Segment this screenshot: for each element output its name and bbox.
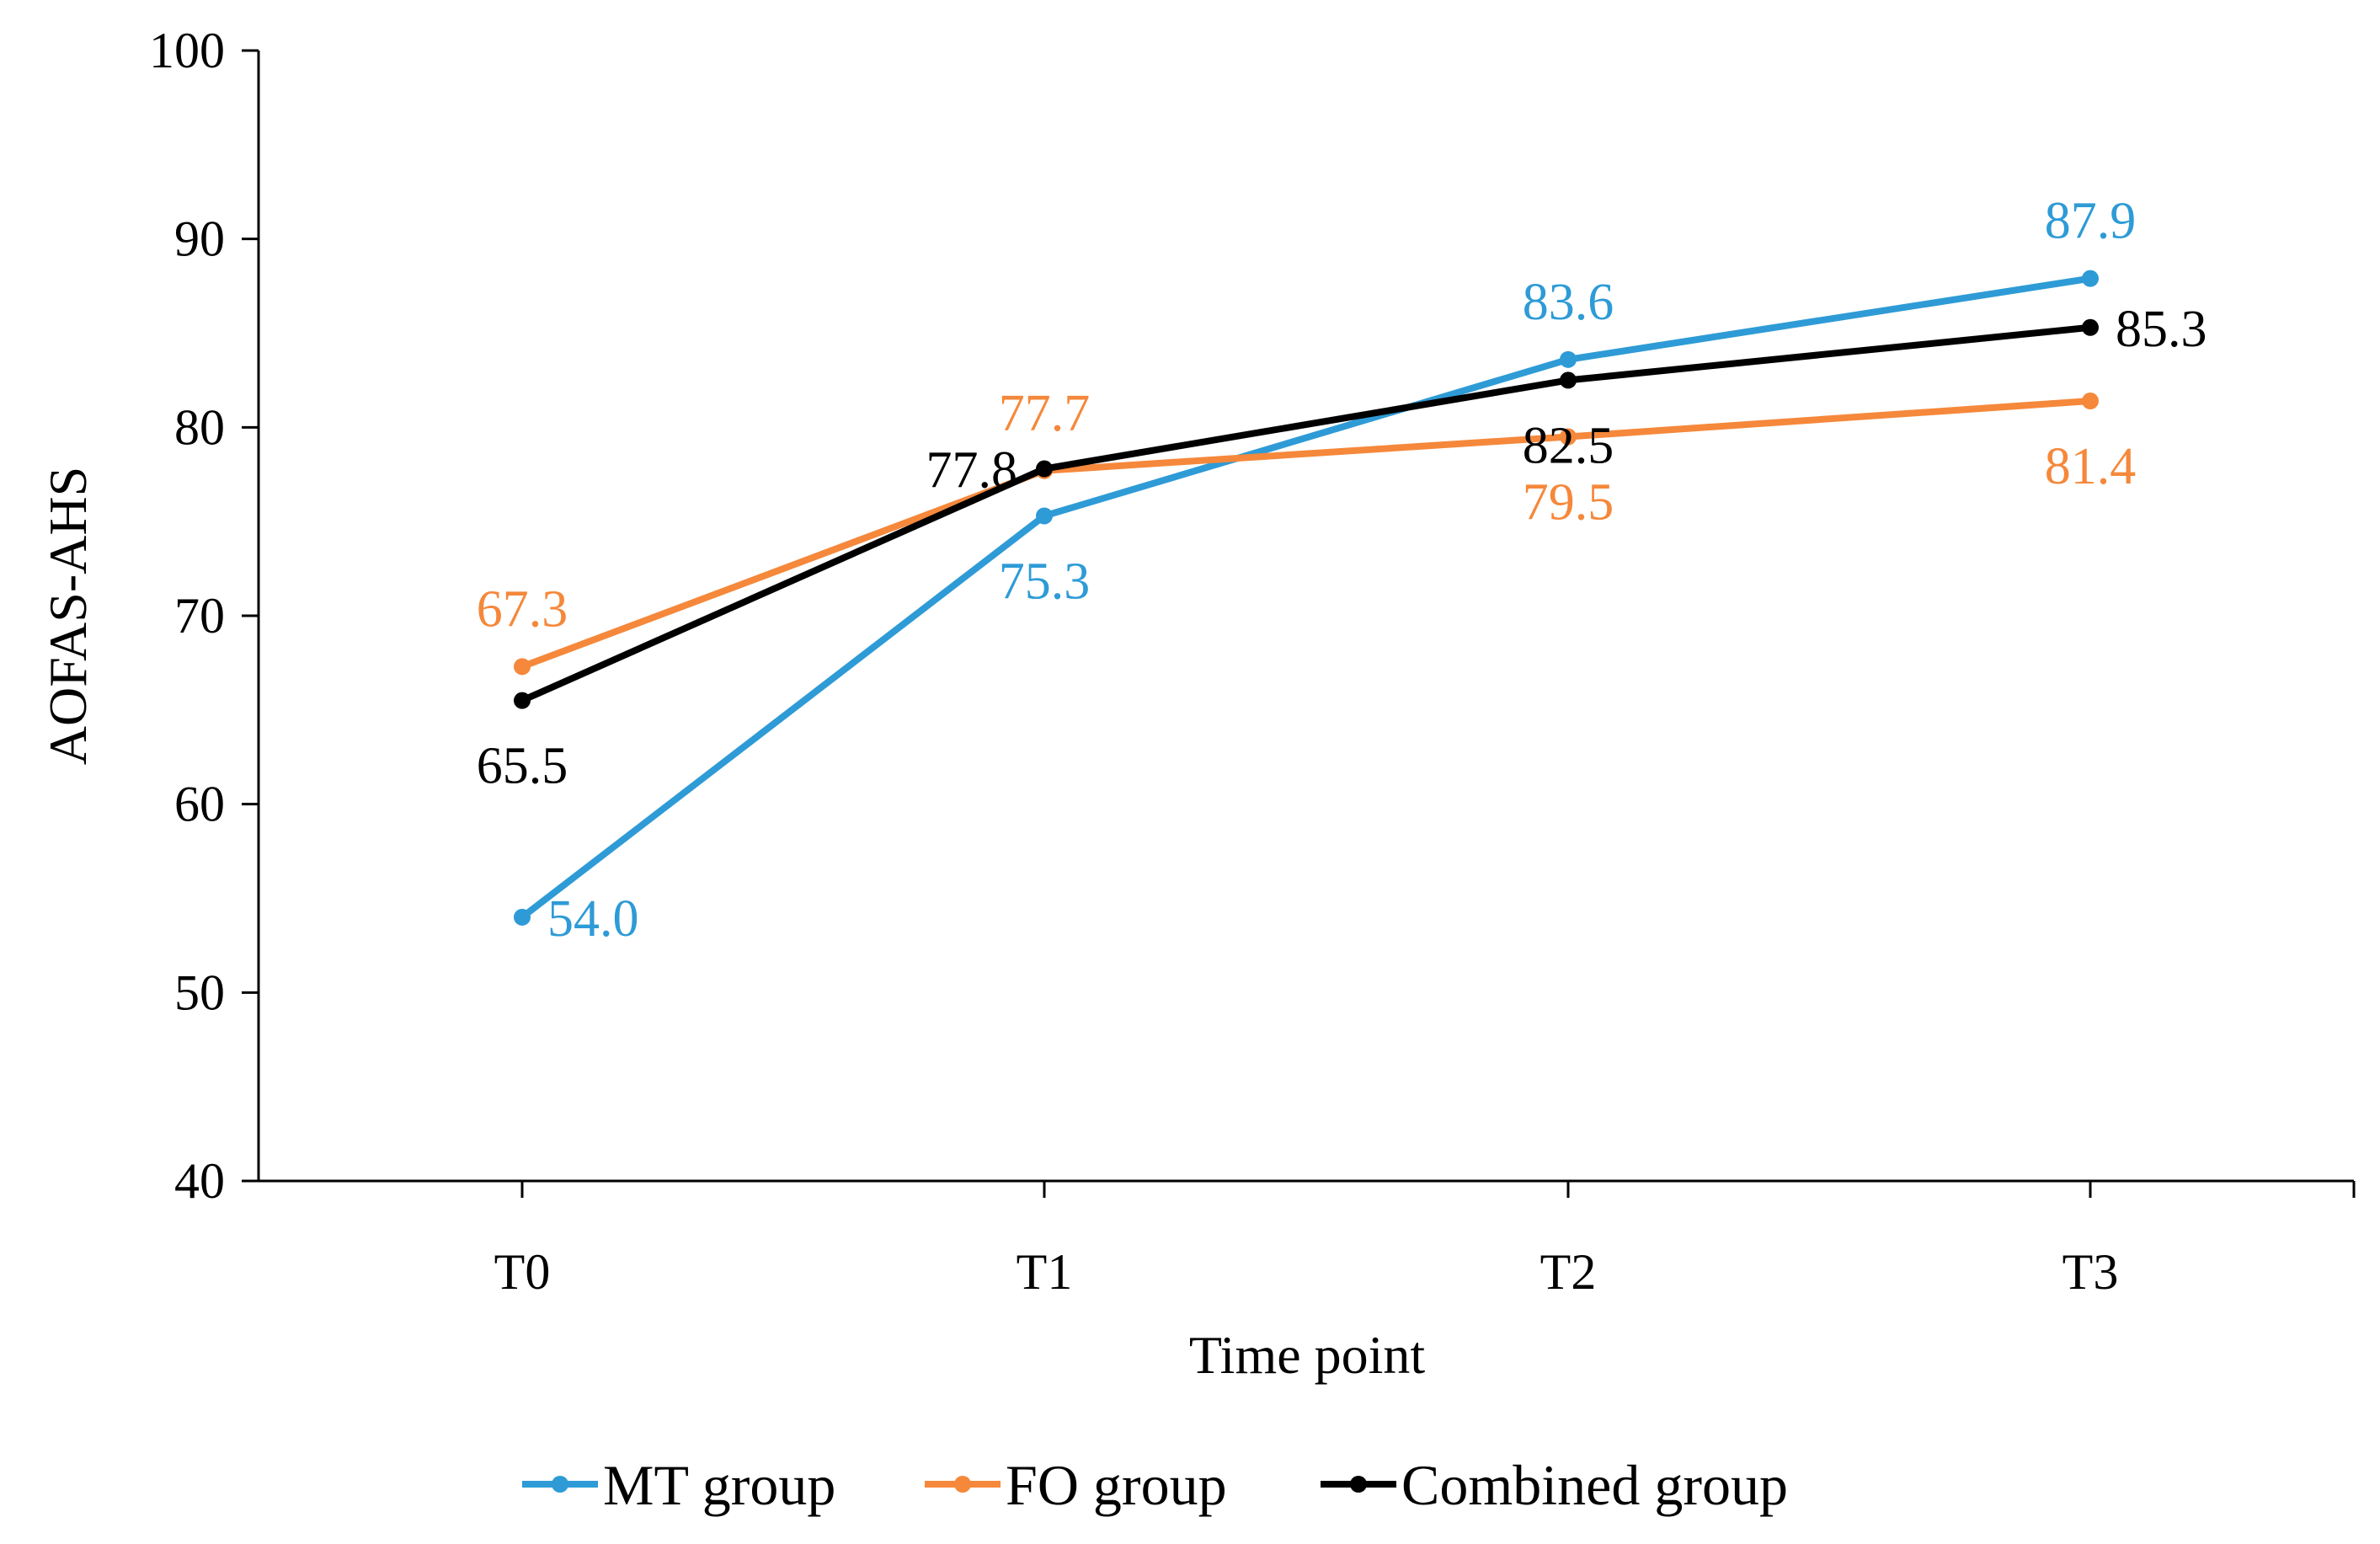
y-tick-label: 80 (174, 399, 225, 455)
legend-swatch-marker (552, 1476, 568, 1493)
legend-swatch-marker (1350, 1476, 1367, 1493)
series-point (1560, 350, 1577, 368)
data-label: 82.5 (1523, 417, 1614, 474)
series-point (2082, 318, 2099, 336)
series-point (2082, 393, 2099, 410)
y-tick-label: 50 (174, 964, 225, 1020)
series-point (514, 658, 531, 676)
y-axis-title: AOFAS-AHS (38, 467, 98, 765)
data-label: 87.9 (2045, 193, 2137, 250)
series-point (1036, 507, 1053, 525)
series-lines (514, 270, 2099, 926)
x-tick-label: T0 (494, 1244, 551, 1300)
data-label: 77.7 (999, 385, 1091, 442)
legend-swatch-marker (954, 1476, 971, 1493)
data-label: 77.8 (926, 442, 1018, 500)
data-label: 67.3 (477, 580, 568, 638)
axis-titles: Time point AOFAS-AHS (38, 467, 1425, 1385)
x-tick-label: T3 (2062, 1244, 2119, 1300)
series-point (514, 908, 531, 926)
data-label: 83.6 (1523, 274, 1614, 331)
y-tick-label: 70 (174, 588, 225, 644)
y-tick-label: 40 (174, 1153, 225, 1209)
data-label: 85.3 (2116, 301, 2207, 358)
axes: 40 50 60 70 80 90 100 T0 T1 T2 T3 (149, 23, 2356, 1300)
series-line-1 (520, 398, 2091, 670)
legend-label: MT group (603, 1453, 835, 1517)
legend-label: FO group (1006, 1453, 1227, 1517)
data-label: 79.5 (1523, 474, 1614, 532)
series-point (1560, 428, 1577, 446)
x-tick-label: T1 (1017, 1244, 1073, 1300)
series-line-2 (520, 323, 2091, 704)
series-point (2082, 270, 2099, 287)
legend-label: Combined group (1401, 1453, 1788, 1517)
data-label: 81.4 (2045, 438, 2137, 495)
data-labels: 54.0 75.3 83.6 87.9 67.3 77.7 79.5 81.4 65.5 77.8… (477, 193, 2207, 948)
legend: MT group FO group Combined group (522, 1453, 1788, 1517)
series-point (1036, 460, 1053, 478)
series-line-0 (520, 275, 2091, 921)
x-tick-label: T2 (1540, 1244, 1597, 1300)
data-label: 54.0 (547, 890, 639, 948)
series-point (514, 692, 531, 709)
data-label: 65.5 (477, 738, 568, 795)
series-point (1560, 371, 1577, 389)
x-axis-title: Time point (1189, 1325, 1426, 1385)
y-tick-label: 100 (149, 23, 225, 78)
y-tick-label: 90 (174, 211, 225, 267)
data-label: 75.3 (999, 553, 1091, 610)
y-tick-label: 60 (174, 777, 225, 832)
